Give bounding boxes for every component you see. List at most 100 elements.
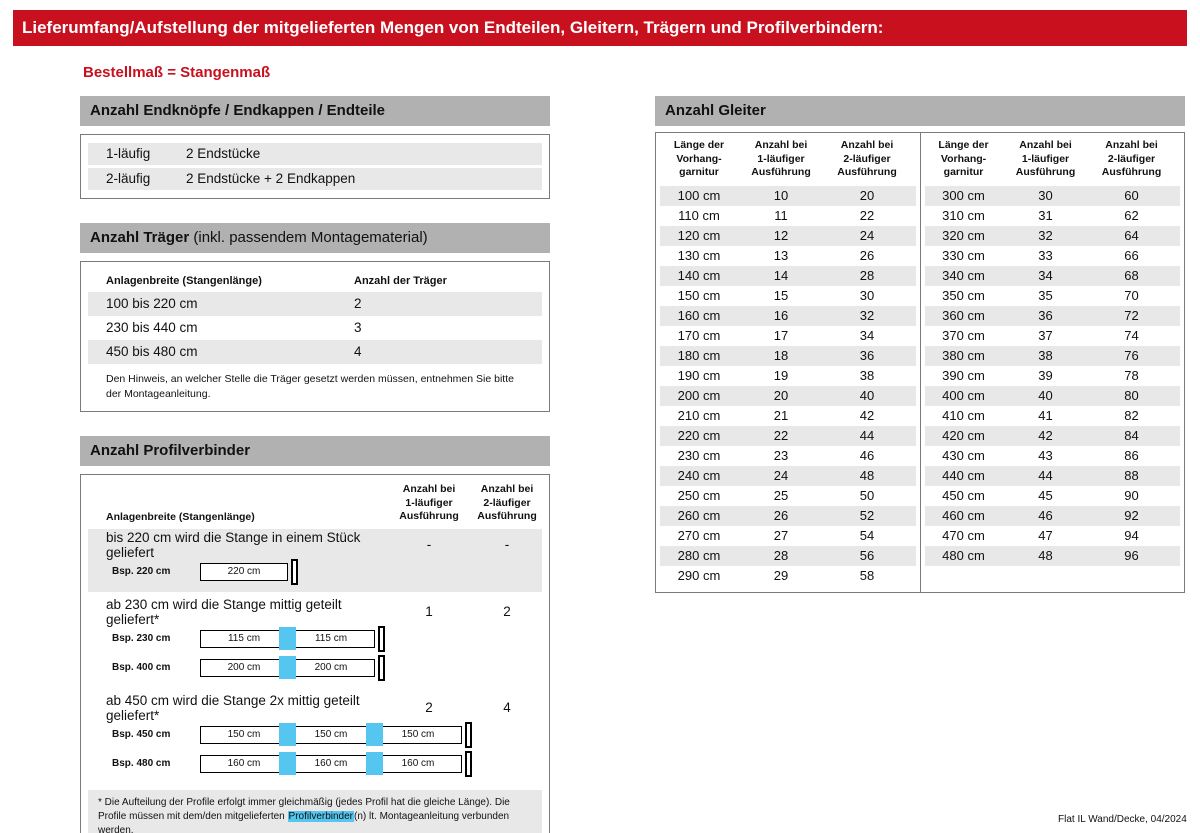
footnote-text-pre: * Die Aufteilung der Profile erfolgt imm… [98,796,510,822]
rod-diagram: 200 cm 200 cm [200,654,385,681]
count-1run-cell: 17 [773,327,789,343]
bracket-count-cell: 3 [354,320,362,335]
count-2run-cell: 90 [1124,487,1139,503]
width-range-cell: 230 bis 440 cm [106,320,198,335]
length-cell: 110 cm [678,207,720,223]
example-row-220: Bsp. 220 cm 220 cm [88,558,542,585]
count-1run-cell: 28 [773,547,789,563]
count-1run-cell: 48 [1038,547,1053,563]
count-1run-cell: 44 [1038,467,1053,483]
gleiter-table-row: 480 cm 48 96 [924,545,1180,566]
end-pieces-cell: 2 Endstücke [186,146,261,161]
gleiter-table-row: 290 cm 29 58 [660,566,916,586]
block-rule-row: bis 220 cm wird die Stange in einem Stüc… [88,530,542,560]
gleiter-table-row: 160 cm 16 32 [660,305,916,326]
length-cell: 390 cm [942,367,985,383]
profile-connector-icon [366,723,383,747]
count-2run-cell: 24 [859,227,875,243]
count-1run-cell: 32 [1038,227,1053,243]
gleiter-table-row: 360 cm 36 72 [924,305,1180,326]
count-1run-cell: 13 [773,247,789,263]
gleiter-table-header: Länge der Vorhang- garnitur Anzahl bei 1… [660,139,916,180]
rod-segment: 200 cm [200,658,288,677]
rod-segment: 150 cm [200,725,288,744]
length-cell: 150 cm [677,287,721,303]
gleiter-table-row: 440 cm 44 88 [924,465,1180,486]
footnote-text-post: (n) lt. Montageanleitung verbunden werde… [98,810,510,833]
col-header-2run: Anzahl bei 2-läufiger Ausführung [477,483,537,522]
length-cell: 180 cm [677,347,721,363]
example-label: Bsp. 450 cm [112,729,171,741]
gleiter-table-row: 130 cm 13 26 [660,246,916,266]
col-header-2run: Anzahl bei 2-läufiger Ausführung [1101,139,1162,179]
count-2run-cell: 58 [859,567,875,583]
count-1run-cell: 41 [1038,407,1053,423]
length-cell: 200 cm [677,387,721,403]
length-cell: 480 cm [942,547,985,563]
count-1run-cell: 38 [1038,347,1053,363]
count-2run-cell: 64 [1124,227,1139,243]
gleiter-table-row: 390 cm 39 78 [925,366,1181,386]
length-cell: 250 cm [677,487,721,503]
gleiter-table-row: 320 cm 32 64 [924,225,1180,246]
count-2run-cell: 34 [859,327,875,343]
gleiter-table-row: 220 cm 22 44 [660,425,916,446]
count-1run-cell: 16 [773,307,789,323]
count-2run-cell: 20 [859,187,875,203]
bracket-count-cell: 4 [354,344,362,359]
rod-segment: 115 cm [200,629,288,648]
gleiter-table-row: 190 cm 19 38 [660,366,916,386]
rod-end-bracket-icon [291,558,298,585]
count-2run-cell: 54 [859,527,875,543]
count-2run: - [504,537,510,553]
length-cell: 160 cm [677,307,721,323]
footnote-highlight: Profilverbinder [287,810,355,822]
example-label: Bsp. 480 cm [112,758,171,770]
bracket-count-cell: 2 [354,296,362,311]
endteile-table: 1-läufig 2 Endstücke 2-läufig 2 Endstück… [80,134,550,199]
count-1run-cell: 25 [773,487,789,503]
count-1run-cell: 11 [774,207,788,223]
count-1run-cell: 27 [773,527,789,543]
rule-text: ab 450 cm wird die Stange 2x mittig gete… [106,692,360,723]
endteile-section-title: Anzahl Endknöpfe / Endkappen / Endteile [80,96,550,126]
width-range-cell: 450 bis 480 cm [106,344,198,359]
gleiter-rows-right: 300 cm 30 60 310 cm 31 62 320 cm [924,185,1181,566]
col-header-1run: Anzahl bei 1-läufiger Ausführung [751,139,811,179]
count-1run-cell: 10 [773,187,789,203]
count-2run-cell: 72 [1124,307,1139,323]
length-cell: 460 cm [942,507,985,523]
col-header-1run: Anzahl bei 1-läufiger Ausführung [399,483,459,522]
count-2run-cell: 76 [1124,347,1139,363]
count-1run: - [426,537,432,553]
count-1run-cell: 39 [1038,367,1053,383]
gleiter-table-row: 410 cm 41 82 [925,406,1181,426]
traeger-table: Anlagenbreite (Stangenlänge) Anzahl der … [80,261,550,413]
rod-segment: 160 cm [374,754,462,773]
example-label: Bsp. 220 cm [112,566,171,578]
count-1run-cell: 20 [773,387,789,403]
count-2run-cell: 28 [859,267,875,283]
length-cell: 190 cm [677,367,721,383]
length-cell: 440 cm [942,467,985,483]
count-1run-cell: 35 [1038,287,1053,303]
col-header-2run: Anzahl bei 2-läufiger Ausführung [837,139,897,179]
rod-diagram: 160 cm 160 cm 160 cm [200,750,472,777]
length-cell: 360 cm [942,307,985,323]
count-1run-cell: 15 [773,287,789,303]
count-1run-cell: 31 [1038,207,1053,223]
count-2run-cell: 80 [1124,387,1139,403]
length-cell: 290 cm [677,567,721,583]
length-cell: 320 cm [942,227,985,243]
gleiter-table-row: 340 cm 34 68 [924,265,1180,286]
run-type-cell: 2-läufig [106,171,151,186]
rod-diagram: 220 cm [200,558,298,585]
count-2run-cell: 68 [1124,267,1139,283]
length-cell: 120 cm [677,227,721,243]
gleiter-table-row: 140 cm 14 28 [660,265,916,286]
count-2run-cell: 56 [859,547,875,563]
gleiter-table-row: 450 cm 45 90 [925,486,1181,506]
example-row-480: Bsp. 480 cm 160 cm 160 cm 160 cm [88,750,542,777]
width-range-cell: 100 bis 220 cm [106,296,198,311]
